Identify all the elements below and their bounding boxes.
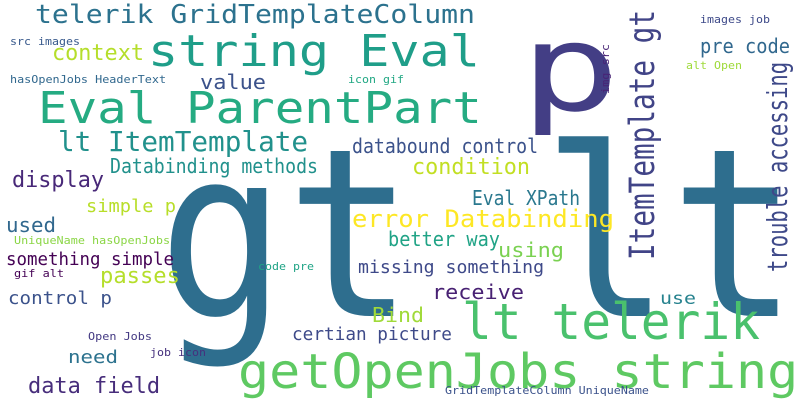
- word-use: use: [660, 289, 697, 309]
- word-passes: passes: [100, 264, 180, 289]
- word-p: p: [520, 0, 620, 139]
- word-need: need: [68, 347, 118, 368]
- word-better-way: better way: [388, 227, 500, 251]
- word-itemtemplate-gt: ItemTemplate gt: [623, 9, 663, 260]
- word-receive: receive: [432, 280, 524, 304]
- word-alt-open: alt Open: [686, 59, 743, 72]
- word-databound-control: databound control: [352, 134, 539, 158]
- word-getopenjobs-string: getOpenJobs string: [238, 344, 799, 400]
- word-gt-lt: gt lt: [158, 99, 799, 372]
- word-used: used: [6, 213, 57, 237]
- word-src-images: src images: [10, 35, 81, 48]
- word-icon-gif: icon gif: [348, 73, 405, 86]
- word-hasopenjobs-headertext: hasOpenJobs HeaderText: [10, 73, 167, 86]
- word-open-jobs: Open Jobs: [88, 330, 153, 343]
- word-missing-something: missing something: [358, 257, 545, 278]
- word-condition: condition: [412, 155, 531, 180]
- word-img-src: img src: [599, 43, 612, 94]
- word-uniquename-hasopenjobs: UniqueName hasOpenJobs: [14, 234, 171, 247]
- word-display: display: [12, 168, 104, 193]
- word-something-simple: something simple: [6, 249, 175, 270]
- word-code-pre: code pre: [258, 260, 315, 273]
- word-bind: Bind: [372, 303, 424, 327]
- word-lt-itemtemplate: lt ItemTemplate: [58, 125, 309, 158]
- word-context: context: [52, 41, 144, 66]
- word-error-databinding: error Databinding: [352, 205, 615, 233]
- word-telerik-gridtemplatecolumn: telerik GridTemplateColumn: [35, 0, 475, 30]
- word-job-icon: job icon: [150, 346, 207, 359]
- word-eval-parentpart: Eval ParentPart: [38, 83, 482, 134]
- word-images-job: images job: [700, 13, 771, 26]
- word-pre-code: pre code: [700, 34, 790, 58]
- word-control-p: control p: [8, 288, 112, 309]
- word-trouble-accessing: trouble accessing: [761, 61, 794, 273]
- word-gridtemplatecolumn-uniquename: GridTemplateColumn UniqueName: [445, 384, 649, 397]
- word-using: using: [498, 238, 564, 262]
- word-lt-telerik: lt telerik: [462, 293, 761, 351]
- word-eval-xpath: Eval XPath: [472, 186, 581, 210]
- word-simple-p: simple p: [86, 196, 176, 217]
- word-data-field: data field: [28, 374, 161, 399]
- word-certian-picture: certian picture: [292, 324, 452, 345]
- word-gif-alt: gif alt: [14, 267, 65, 280]
- word-string-eval: string Eval: [148, 26, 480, 77]
- word-databinding-methods: Databinding methods: [110, 154, 318, 178]
- word-value: value: [200, 70, 266, 94]
